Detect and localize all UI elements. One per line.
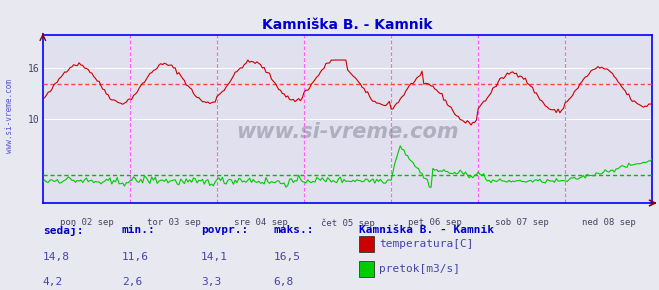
Text: 2,6: 2,6 [122,277,142,287]
Text: tor 03 sep: tor 03 sep [146,218,200,227]
Text: Kamniška B. - Kamnik: Kamniška B. - Kamnik [359,225,494,235]
Text: min.:: min.: [122,225,156,235]
Text: 14,8: 14,8 [43,252,70,262]
Text: ned 08 sep: ned 08 sep [582,218,636,227]
Text: www.si-vreme.com: www.si-vreme.com [5,79,14,153]
Text: pon 02 sep: pon 02 sep [59,218,113,227]
Text: temperatura[C]: temperatura[C] [379,239,473,249]
Text: pretok[m3/s]: pretok[m3/s] [379,264,460,274]
Text: pet 06 sep: pet 06 sep [408,218,461,227]
Text: 3,3: 3,3 [201,277,221,287]
Text: 4,2: 4,2 [43,277,63,287]
Text: 6,8: 6,8 [273,277,294,287]
Title: Kamniška B. - Kamnik: Kamniška B. - Kamnik [262,18,433,32]
Text: 14,1: 14,1 [201,252,228,262]
Text: www.si-vreme.com: www.si-vreme.com [237,122,459,142]
Text: maks.:: maks.: [273,225,314,235]
Text: 16,5: 16,5 [273,252,301,262]
Text: sedaj:: sedaj: [43,225,83,236]
Text: povpr.:: povpr.: [201,225,248,235]
Text: sre 04 sep: sre 04 sep [234,218,287,227]
Text: 11,6: 11,6 [122,252,149,262]
Text: sob 07 sep: sob 07 sep [495,218,549,227]
Text: čet 05 sep: čet 05 sep [321,218,374,228]
